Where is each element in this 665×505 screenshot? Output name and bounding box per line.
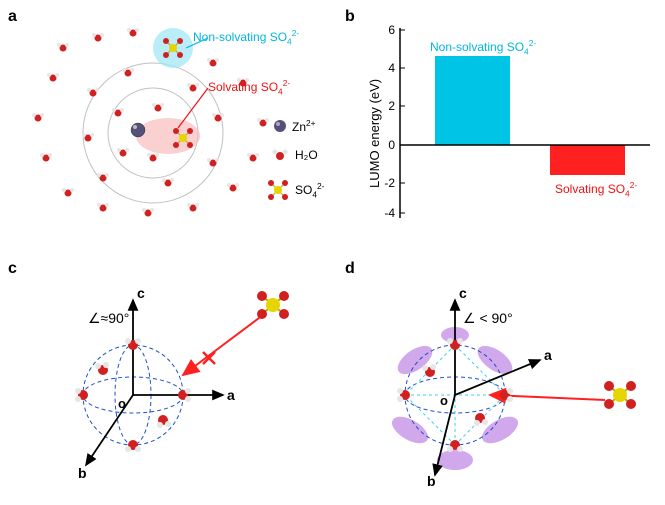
svg-text:c: c <box>459 285 467 301</box>
solv-annotation: Solvating SO42- <box>208 78 290 96</box>
svg-text:c: c <box>137 285 145 301</box>
legend-water-label: H₂O <box>295 148 318 162</box>
bar-label-nonsolv: Non-solvating SO42- <box>430 38 536 56</box>
svg-text:-2: -2 <box>384 176 395 190</box>
bar-label-solv: Solvating SO42- <box>555 180 637 198</box>
legend-water: H₂O <box>270 148 318 162</box>
panel-d-svg: c a b o <box>345 260 660 495</box>
svg-text:o: o <box>118 396 126 411</box>
legend-sulfate: SO42- <box>266 180 324 200</box>
bar-solv <box>550 145 625 175</box>
legend-zn: Zn2+ <box>273 118 316 134</box>
svg-text:b: b <box>427 473 436 489</box>
svg-text:6: 6 <box>388 23 395 37</box>
svg-text:-4: -4 <box>384 206 395 220</box>
svg-text:a: a <box>544 347 552 363</box>
bar-nonsolv <box>435 56 510 145</box>
legend-zn-label: Zn2+ <box>292 118 316 134</box>
panel-c-svg: c a b o <box>8 260 328 495</box>
svg-text:b: b <box>78 465 87 481</box>
svg-text:a: a <box>227 387 235 403</box>
nonsolv-annotation: Non-solvating SO42- <box>193 28 299 46</box>
panel-b-label: b <box>345 8 355 26</box>
svg-text:4: 4 <box>388 61 395 75</box>
svg-text:2: 2 <box>388 99 395 113</box>
svg-text:0: 0 <box>388 138 395 152</box>
angle-d: ∠ < 90° <box>463 310 513 327</box>
zn-icon <box>273 119 287 133</box>
svg-text:o: o <box>440 393 448 408</box>
sulfate-icon <box>266 180 290 200</box>
panel-b: b LUMO energy (eV) 6 4 2 0 -2 -4 Non-sol… <box>345 8 655 228</box>
water-icon <box>270 148 290 162</box>
angle-c: ∠≈90° <box>88 310 129 327</box>
panel-d: d <box>345 260 660 495</box>
panel-c: c <box>8 260 328 495</box>
legend-sulfate-label: SO42- <box>295 181 324 199</box>
panel-a: a <box>8 8 328 228</box>
